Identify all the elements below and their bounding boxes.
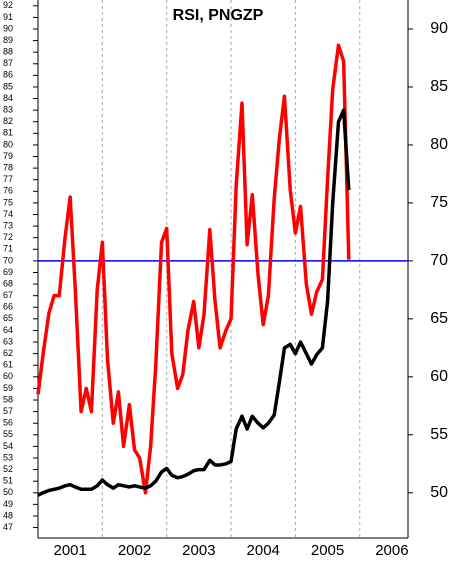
y-tick-label: 80 bbox=[3, 139, 13, 149]
y-tick-label: 66 bbox=[3, 302, 13, 312]
y-tick-label: 91 bbox=[3, 12, 13, 22]
y-tick-label: 81 bbox=[3, 128, 13, 138]
y-tick-label: 72 bbox=[3, 232, 13, 242]
y-tick-label: 73 bbox=[3, 220, 13, 230]
chart-title: RSI, PNGZP bbox=[173, 7, 264, 24]
y-tick-label: 53 bbox=[3, 452, 13, 462]
y2-tick-label: 80 bbox=[430, 136, 448, 153]
x-tick-label: 2001 bbox=[53, 542, 86, 559]
y-tick-label: 85 bbox=[3, 81, 13, 91]
y-tick-label: 70 bbox=[3, 255, 13, 265]
y-tick-label: 92 bbox=[3, 0, 13, 10]
y-tick-label: 82 bbox=[3, 116, 13, 126]
y-tick-label: 90 bbox=[3, 23, 13, 33]
y-tick-label: 65 bbox=[3, 313, 13, 323]
y-tick-label: 62 bbox=[3, 348, 13, 358]
y-tick-label: 87 bbox=[3, 58, 13, 68]
y2-tick-label: 90 bbox=[430, 20, 448, 37]
y-tick-label: 51 bbox=[3, 476, 13, 486]
y-tick-label: 77 bbox=[3, 174, 13, 184]
x-tick-label: 2004 bbox=[247, 542, 280, 559]
y-tick-label: 58 bbox=[3, 394, 13, 404]
y-tick-label: 86 bbox=[3, 70, 13, 80]
y-tick-label: 61 bbox=[3, 360, 13, 370]
y-tick-label: 76 bbox=[3, 186, 13, 196]
y-tick-label: 71 bbox=[3, 244, 13, 254]
y2-tick-label: 50 bbox=[430, 484, 448, 501]
y-tick-label: 55 bbox=[3, 429, 13, 439]
x-tick-label: 2003 bbox=[182, 542, 215, 559]
y-tick-label: 52 bbox=[3, 464, 13, 474]
y-tick-label: 88 bbox=[3, 47, 13, 57]
x-tick-label: 2006 bbox=[375, 542, 408, 559]
y-tick-label: 57 bbox=[3, 406, 13, 416]
y2-tick-label: 85 bbox=[430, 78, 448, 95]
y-tick-label: 48 bbox=[3, 510, 13, 520]
y2-tick-label: 75 bbox=[430, 194, 448, 211]
x-tick-label: 2002 bbox=[118, 542, 151, 559]
y-tick-label: 78 bbox=[3, 163, 13, 173]
y-tick-label: 60 bbox=[3, 371, 13, 381]
x-tick-label: 2005 bbox=[311, 542, 344, 559]
y-tick-label: 74 bbox=[3, 209, 13, 219]
y-tick-label: 69 bbox=[3, 267, 13, 277]
y-tick-label: 79 bbox=[3, 151, 13, 161]
y2-tick-label: 65 bbox=[430, 310, 448, 327]
y-tick-label: 89 bbox=[3, 35, 13, 45]
y-tick-label: 54 bbox=[3, 441, 13, 451]
y-tick-label: 75 bbox=[3, 197, 13, 207]
y2-tick-label: 55 bbox=[430, 426, 448, 443]
y-tick-label: 56 bbox=[3, 418, 13, 428]
y-tick-label: 47 bbox=[3, 522, 13, 532]
y-tick-label: 50 bbox=[3, 487, 13, 497]
y-tick-label: 67 bbox=[3, 290, 13, 300]
y-tick-label: 83 bbox=[3, 105, 13, 115]
y-tick-label: 84 bbox=[3, 93, 13, 103]
y-tick-label: 63 bbox=[3, 336, 13, 346]
y2-tick-label: 60 bbox=[430, 368, 448, 385]
y-tick-label: 59 bbox=[3, 383, 13, 393]
y-tick-label: 49 bbox=[3, 499, 13, 509]
y-tick-label: 64 bbox=[3, 325, 13, 335]
series-line bbox=[36, 43, 351, 495]
y-tick-label: 68 bbox=[3, 278, 13, 288]
series-line bbox=[37, 108, 351, 497]
y2-tick-label: 70 bbox=[430, 252, 448, 269]
